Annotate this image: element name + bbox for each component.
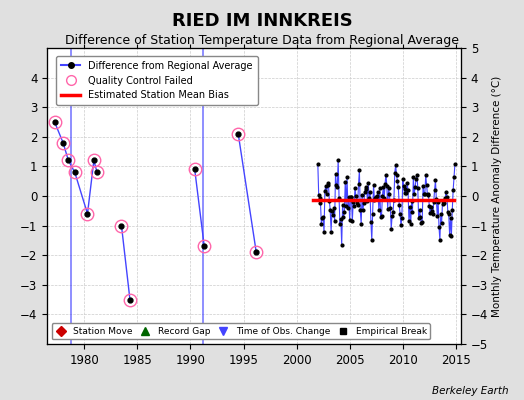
Text: RIED IM INNKREIS: RIED IM INNKREIS — [172, 12, 352, 30]
Text: Difference of Station Temperature Data from Regional Average: Difference of Station Temperature Data f… — [65, 34, 459, 47]
Text: Berkeley Earth: Berkeley Earth — [432, 386, 508, 396]
Legend: Station Move, Record Gap, Time of Obs. Change, Empirical Break: Station Move, Record Gap, Time of Obs. C… — [52, 323, 430, 340]
Y-axis label: Monthly Temperature Anomaly Difference (°C): Monthly Temperature Anomaly Difference (… — [493, 75, 503, 317]
